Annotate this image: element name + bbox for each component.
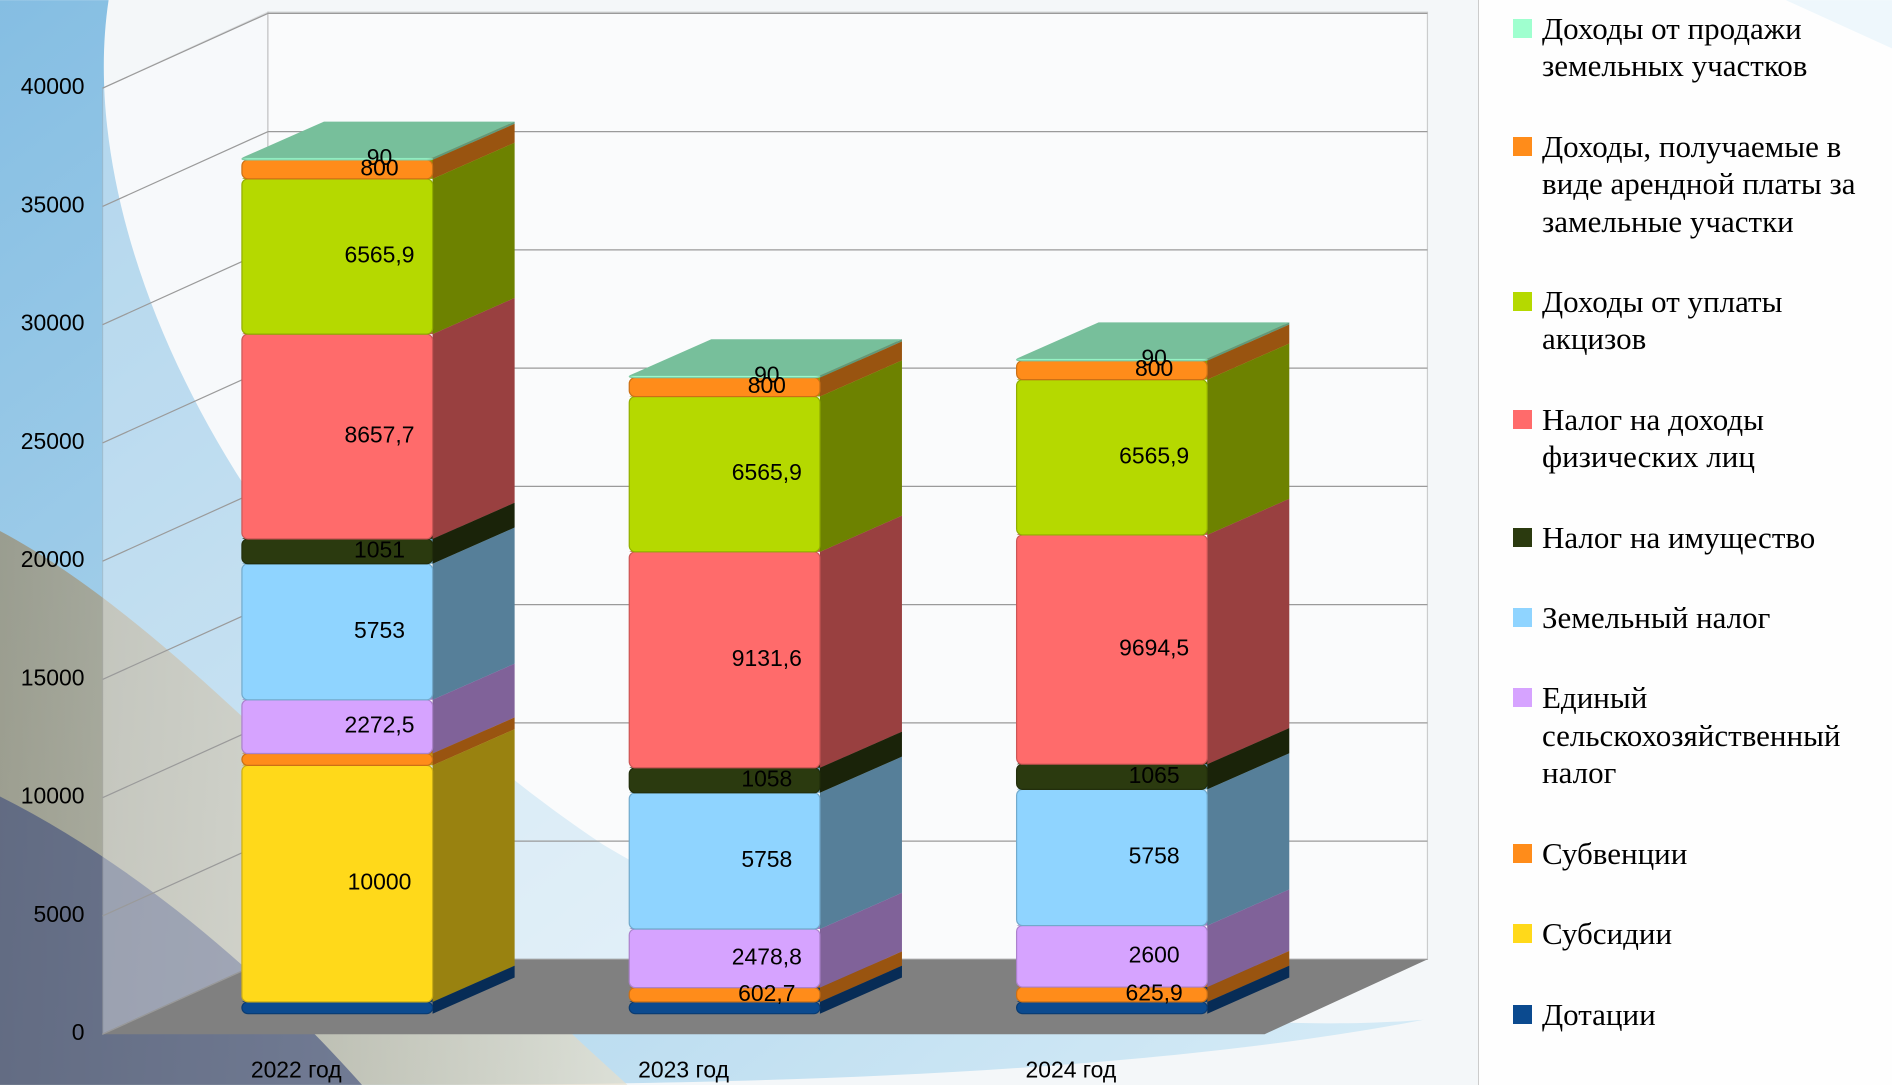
legend-item: Дотации [1513,996,1882,1033]
legend-item: Доходы от уплаты акцизов [1513,283,1882,358]
data-label: 5758 [741,846,792,872]
data-label: 2600 [1129,941,1180,967]
legend-swatch [1513,688,1532,707]
legend-swatch [1513,1005,1532,1024]
data-label: 90 [754,362,779,388]
legend-swatch [1513,528,1532,547]
data-label: 1065 [1129,762,1180,788]
legend-swatch [1513,292,1532,311]
y-tick-label: 0 [72,1019,85,1045]
data-label: 602,7 [738,980,795,1006]
data-label: 5753 [354,617,405,643]
legend-label: Единый сельскохозяйственный налог [1542,680,1841,790]
legend-label: Земельный налог [1542,600,1770,635]
legend-item: Налог на доходы физических лиц [1513,401,1882,476]
legend-label: Доходы от продажи земельных участков [1542,11,1807,83]
legend-item: Доходы от продажи земельных участков [1513,10,1882,85]
bar-side [433,298,515,539]
legend-item: Земельный налог [1513,599,1882,636]
y-tick-label: 15000 [21,664,85,690]
bar-side [433,729,515,1002]
legend-item: Налог на имущество [1513,519,1882,556]
y-tick-label: 25000 [21,428,85,454]
x-tick-label: 2022 год [251,1057,342,1083]
data-label: 6565,9 [1119,442,1189,468]
data-label: 1058 [741,765,792,791]
x-tick-label: 2024 год [1025,1057,1116,1083]
bar [629,378,820,397]
data-label: 10000 [348,869,412,895]
data-label: 2272,5 [344,712,414,738]
legend-swatch [1513,410,1532,429]
legend-label: Субвенции [1542,836,1687,871]
bar [242,158,433,160]
data-label: 6565,9 [732,459,802,485]
y-tick-label: 35000 [21,191,85,217]
data-label: 6565,9 [344,242,414,268]
bar [1017,359,1208,361]
legend-swatch [1513,137,1532,156]
legend-label: Доходы от уплаты акцизов [1542,284,1782,356]
legend-item: Субвенции [1513,835,1882,872]
bar-side [820,516,902,768]
data-label: 2478,8 [732,943,802,969]
data-label: 9694,5 [1119,635,1189,661]
legend-label: Дотации [1542,997,1656,1032]
data-label: 9131,6 [732,645,802,671]
legend: Доходы от продажи земельных участков Дохо… [1478,0,1892,1085]
y-tick-label: 20000 [21,546,85,572]
legend-swatch [1513,608,1532,627]
bar [1017,361,1208,380]
legend-label: Налог на имущество [1542,520,1815,555]
legend-item: Доходы, получаемые в виде арендной платы… [1513,128,1882,240]
data-label: 5758 [1129,843,1180,869]
bar [629,375,820,377]
y-tick-label: 5000 [33,901,84,927]
legend-label: Налог на доходы физических лиц [1542,402,1764,474]
legend-item: Субсидии [1513,915,1882,952]
legend-swatch [1513,844,1532,863]
legend-label: Субсидии [1542,916,1672,951]
y-tick-label: 40000 [21,73,85,99]
data-label: 625,9 [1125,980,1182,1006]
legend-swatch [1513,924,1532,943]
x-tick-label: 2023 год [638,1057,729,1083]
bar [242,160,433,179]
legend-label: Доходы, получаемые в виде арендной платы… [1542,129,1855,239]
data-label: 90 [367,144,392,170]
data-label: 90 [1141,345,1166,371]
y-tick-label: 10000 [21,783,85,809]
data-label: 8657,7 [344,422,414,448]
bar [242,1002,433,1014]
data-label: 1051 [354,536,405,562]
page: 0 5000 10000 15000 20000 25000 30000 35000 40000… [0,0,1892,1085]
bar [242,754,433,766]
y-tick-label: 30000 [21,310,85,336]
legend-swatch [1513,19,1532,38]
legend-item: Единый сельскохозяйственный налог [1513,679,1882,791]
bar-side [1207,499,1289,764]
